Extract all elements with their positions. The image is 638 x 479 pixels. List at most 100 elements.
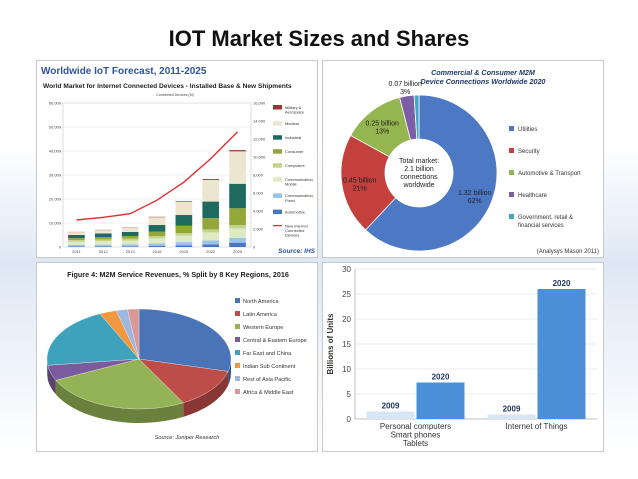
legend-label-western-europe: Western Europe bbox=[243, 325, 283, 331]
bar-consumer bbox=[175, 225, 193, 234]
legend-label-automotive: Automotive bbox=[285, 209, 306, 214]
bar-communication-fixed bbox=[175, 242, 193, 246]
y2-tick-label: 12,000 bbox=[253, 137, 266, 142]
legend-label-communication-mobile: Mobile bbox=[285, 182, 298, 187]
x-tick-label: 2025 bbox=[233, 249, 243, 254]
bar-2020 bbox=[416, 382, 465, 419]
x-tick-label: 2016 bbox=[153, 249, 163, 254]
bar-consumer bbox=[94, 237, 112, 240]
slice-value-label: 1.32 billion bbox=[458, 190, 492, 197]
bar-2009 bbox=[487, 414, 536, 419]
legend-label-healthcare: Healthcare bbox=[518, 193, 548, 199]
slice-side-central-eastern-europe bbox=[47, 365, 56, 395]
legend-label-new-internet-connected-devices: New Internet bbox=[285, 223, 309, 228]
slice-side-western-europe bbox=[55, 380, 184, 423]
bar-military-aerospace bbox=[202, 179, 220, 180]
legend-swatch bbox=[235, 298, 240, 303]
legend-label-indian-sub-continent: Indian Sub Continent bbox=[243, 364, 296, 370]
slice-utilities bbox=[365, 94, 498, 252]
legend-label-new-internet-connected-devices: Connected bbox=[285, 228, 304, 233]
slice-government-retail-financial-services bbox=[413, 94, 420, 140]
legend-swatch bbox=[509, 126, 514, 131]
data-label: 2020 bbox=[553, 279, 571, 288]
bar-automotive bbox=[202, 244, 220, 247]
legend-label-automotive-transport: Automotive & Transport bbox=[518, 171, 581, 177]
legend-swatch bbox=[273, 149, 282, 154]
bar-consumer bbox=[229, 208, 246, 226]
legend-label-military-aerospace: Aerospace bbox=[285, 109, 305, 114]
slice-value-label: 0.45 billion bbox=[343, 177, 377, 184]
legend-swatch bbox=[235, 324, 240, 329]
bar-communication-fixed bbox=[94, 244, 112, 247]
legend-label-rest-of-asia-pacific: Rest of Asia Pacific bbox=[243, 377, 291, 383]
y2-tick-label: 2,000 bbox=[253, 227, 264, 232]
slice-side-far-east-and-china bbox=[47, 359, 48, 380]
legend-label-far-east-and-china: Far East and China bbox=[243, 351, 292, 357]
m2m-revenues-chart: Figure 4: M2M Service Revenues, % Split … bbox=[46, 270, 307, 441]
x-category-label: Smart phones bbox=[391, 431, 441, 440]
bar-automotive bbox=[94, 246, 112, 247]
legend-label-military-aerospace: Military & bbox=[285, 105, 302, 110]
x-tick-label: 2012 bbox=[99, 249, 109, 254]
bar-industrial bbox=[94, 233, 112, 238]
legend-label-north-america: North America bbox=[243, 299, 279, 305]
y-axis-label: Billions of Units bbox=[326, 313, 335, 374]
legend-swatch bbox=[273, 121, 282, 126]
source-label: Source: IHS bbox=[278, 248, 316, 255]
bar-consumer bbox=[148, 231, 166, 237]
bar-communication-mobile bbox=[148, 238, 166, 244]
y-tick-label: 30 bbox=[342, 265, 351, 274]
y2-tick-label: 0 bbox=[253, 245, 256, 250]
y2-tick-label: 16,000 bbox=[253, 101, 266, 106]
x-tick-label: 2022 bbox=[206, 249, 216, 254]
legend-swatch bbox=[509, 192, 514, 197]
x-tick-label: 2011 bbox=[72, 249, 81, 254]
bar-communication-mobile bbox=[229, 228, 246, 238]
legend-label-consumer: Consumer bbox=[285, 149, 304, 154]
source-label: (Analysys Mason 2011) bbox=[537, 249, 599, 255]
bar-medical bbox=[148, 217, 166, 225]
legend-swatch bbox=[235, 376, 240, 381]
bar-medical bbox=[202, 179, 220, 202]
y-tick-label: 0 bbox=[347, 415, 352, 424]
slice-pct-label: 21% bbox=[353, 185, 367, 192]
donut-center-text: connections bbox=[400, 174, 438, 181]
bar-medical bbox=[121, 227, 139, 232]
legend-label-security: Security bbox=[518, 149, 540, 155]
y-axis-label: Connected Devices (M) bbox=[156, 93, 194, 97]
bar-industrial bbox=[148, 224, 166, 232]
donut-center-text: 2.1 billion bbox=[404, 166, 434, 173]
legend-label-computers: Computers bbox=[285, 163, 305, 168]
y2-tick-label: 10,000 bbox=[253, 155, 266, 160]
donut-center-text: Total market: bbox=[399, 158, 439, 165]
legend-swatch bbox=[235, 311, 240, 316]
bar-computers bbox=[229, 225, 246, 229]
chart-title: Worldwide IoT Forecast, 2011-2025 bbox=[41, 66, 207, 77]
bar-communication-fixed bbox=[229, 237, 246, 243]
legend-label-government-retail-financial-services: Government, retail & bbox=[518, 215, 573, 221]
legend-swatch bbox=[235, 350, 240, 355]
slice-pct-label: 13% bbox=[375, 129, 389, 136]
legend-label-medical: Medical bbox=[285, 121, 299, 126]
bar-computers bbox=[94, 239, 112, 242]
bar-industrial bbox=[121, 231, 139, 236]
legend-swatch bbox=[273, 193, 282, 198]
slice-western-europe bbox=[55, 358, 184, 410]
legend-swatch bbox=[509, 214, 514, 219]
bar-consumer bbox=[202, 218, 220, 230]
chart-title: Figure 4: M2M Service Revenues, % Split … bbox=[67, 270, 289, 279]
legend-label-africa-middle-east: Africa & Middle East bbox=[243, 390, 294, 396]
slice-north-america bbox=[138, 308, 232, 372]
bar-military-aerospace bbox=[229, 150, 246, 152]
legend-swatch bbox=[273, 209, 282, 215]
legend-label-communication-fixed: Fixed bbox=[285, 198, 295, 203]
bar-medical bbox=[175, 201, 193, 216]
m2m-revenues-panel: Figure 4: M2M Service Revenues, % Split … bbox=[36, 262, 318, 452]
legend-swatch bbox=[235, 389, 240, 394]
series-line-new-devices bbox=[76, 131, 239, 221]
bar-industrial bbox=[202, 201, 220, 219]
x-tick-label: 2019 bbox=[179, 249, 189, 254]
x-category-label: Internet of Things bbox=[505, 422, 567, 431]
x-category-label: Tablets bbox=[403, 439, 428, 448]
bar-communication-fixed bbox=[68, 244, 85, 247]
